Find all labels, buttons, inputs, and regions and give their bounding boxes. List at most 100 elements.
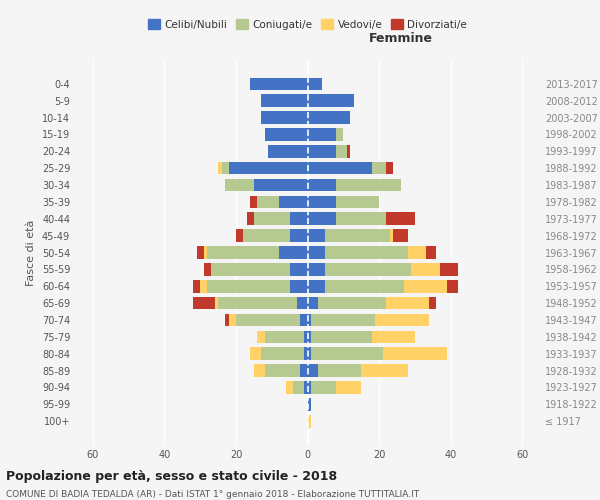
Bar — [211, 263, 290, 276]
Bar — [325, 246, 407, 259]
Bar — [261, 111, 308, 124]
Bar — [308, 314, 311, 326]
Bar — [304, 381, 308, 394]
Bar — [383, 348, 447, 360]
Bar — [372, 162, 386, 174]
Bar — [311, 314, 376, 326]
Bar — [376, 314, 429, 326]
Bar — [386, 297, 429, 310]
Bar — [208, 246, 279, 259]
Bar — [407, 246, 425, 259]
Bar — [279, 246, 308, 259]
Bar — [308, 263, 325, 276]
Bar — [308, 246, 325, 259]
Bar — [236, 314, 301, 326]
Bar — [290, 280, 308, 292]
Bar — [308, 415, 311, 428]
Bar — [308, 111, 350, 124]
Bar — [308, 330, 311, 343]
Bar — [304, 330, 308, 343]
Bar — [250, 196, 257, 208]
Bar — [361, 364, 407, 377]
Bar — [372, 330, 415, 343]
Bar — [218, 297, 297, 310]
Text: COMUNE DI BADIA TEDALDA (AR) - Dati ISTAT 1° gennaio 2018 - Elaborazione TUTTITA: COMUNE DI BADIA TEDALDA (AR) - Dati ISTA… — [6, 490, 419, 499]
Bar — [447, 280, 458, 292]
Bar — [301, 314, 308, 326]
Bar — [308, 145, 336, 158]
Bar — [386, 162, 394, 174]
Bar — [301, 364, 308, 377]
Bar — [225, 314, 229, 326]
Bar — [336, 145, 347, 158]
Bar — [268, 145, 308, 158]
Bar — [290, 263, 308, 276]
Bar — [229, 314, 236, 326]
Bar — [308, 297, 318, 310]
Bar — [308, 280, 325, 292]
Bar — [208, 280, 290, 292]
Bar — [265, 364, 301, 377]
Bar — [204, 246, 208, 259]
Bar — [297, 297, 308, 310]
Bar — [308, 78, 322, 90]
Bar — [308, 398, 311, 410]
Bar — [336, 178, 401, 192]
Bar — [347, 145, 350, 158]
Bar — [193, 297, 215, 310]
Bar — [308, 230, 325, 242]
Bar — [336, 212, 386, 225]
Bar — [311, 348, 383, 360]
Y-axis label: Fasce di età: Fasce di età — [26, 220, 36, 286]
Bar — [215, 297, 218, 310]
Legend: Celibi/Nubili, Coniugati/e, Vedovi/e, Divorziati/e: Celibi/Nubili, Coniugati/e, Vedovi/e, Di… — [144, 15, 471, 34]
Bar — [336, 128, 343, 141]
Bar — [308, 348, 311, 360]
Bar — [311, 330, 372, 343]
Bar — [254, 178, 308, 192]
Text: Popolazione per età, sesso e stato civile - 2018: Popolazione per età, sesso e stato civil… — [6, 470, 337, 483]
Bar — [336, 381, 361, 394]
Bar — [197, 246, 204, 259]
Bar — [308, 162, 372, 174]
Bar — [411, 263, 440, 276]
Bar — [257, 330, 265, 343]
Bar — [236, 230, 243, 242]
Bar — [386, 212, 415, 225]
Bar — [247, 212, 254, 225]
Bar — [308, 178, 336, 192]
Bar — [304, 348, 308, 360]
Bar — [290, 212, 308, 225]
Bar — [243, 230, 290, 242]
Bar — [429, 297, 436, 310]
Bar — [200, 280, 208, 292]
Bar — [193, 280, 200, 292]
Bar — [286, 381, 293, 394]
Bar — [254, 364, 265, 377]
Bar — [221, 162, 229, 174]
Bar — [218, 162, 221, 174]
Bar — [250, 348, 261, 360]
Bar — [250, 78, 308, 90]
Bar — [308, 212, 336, 225]
Bar — [229, 162, 308, 174]
Bar — [318, 297, 386, 310]
Bar — [318, 364, 361, 377]
Bar — [290, 230, 308, 242]
Text: Femmine: Femmine — [368, 32, 433, 44]
Bar — [308, 94, 354, 107]
Bar — [308, 364, 318, 377]
Bar — [293, 381, 304, 394]
Bar — [257, 196, 279, 208]
Bar — [325, 263, 411, 276]
Bar — [225, 178, 254, 192]
Bar — [261, 94, 308, 107]
Bar — [425, 246, 436, 259]
Bar — [440, 263, 458, 276]
Bar — [308, 196, 336, 208]
Bar — [254, 212, 290, 225]
Bar — [204, 263, 211, 276]
Bar — [336, 196, 379, 208]
Bar — [265, 128, 308, 141]
Bar — [325, 280, 404, 292]
